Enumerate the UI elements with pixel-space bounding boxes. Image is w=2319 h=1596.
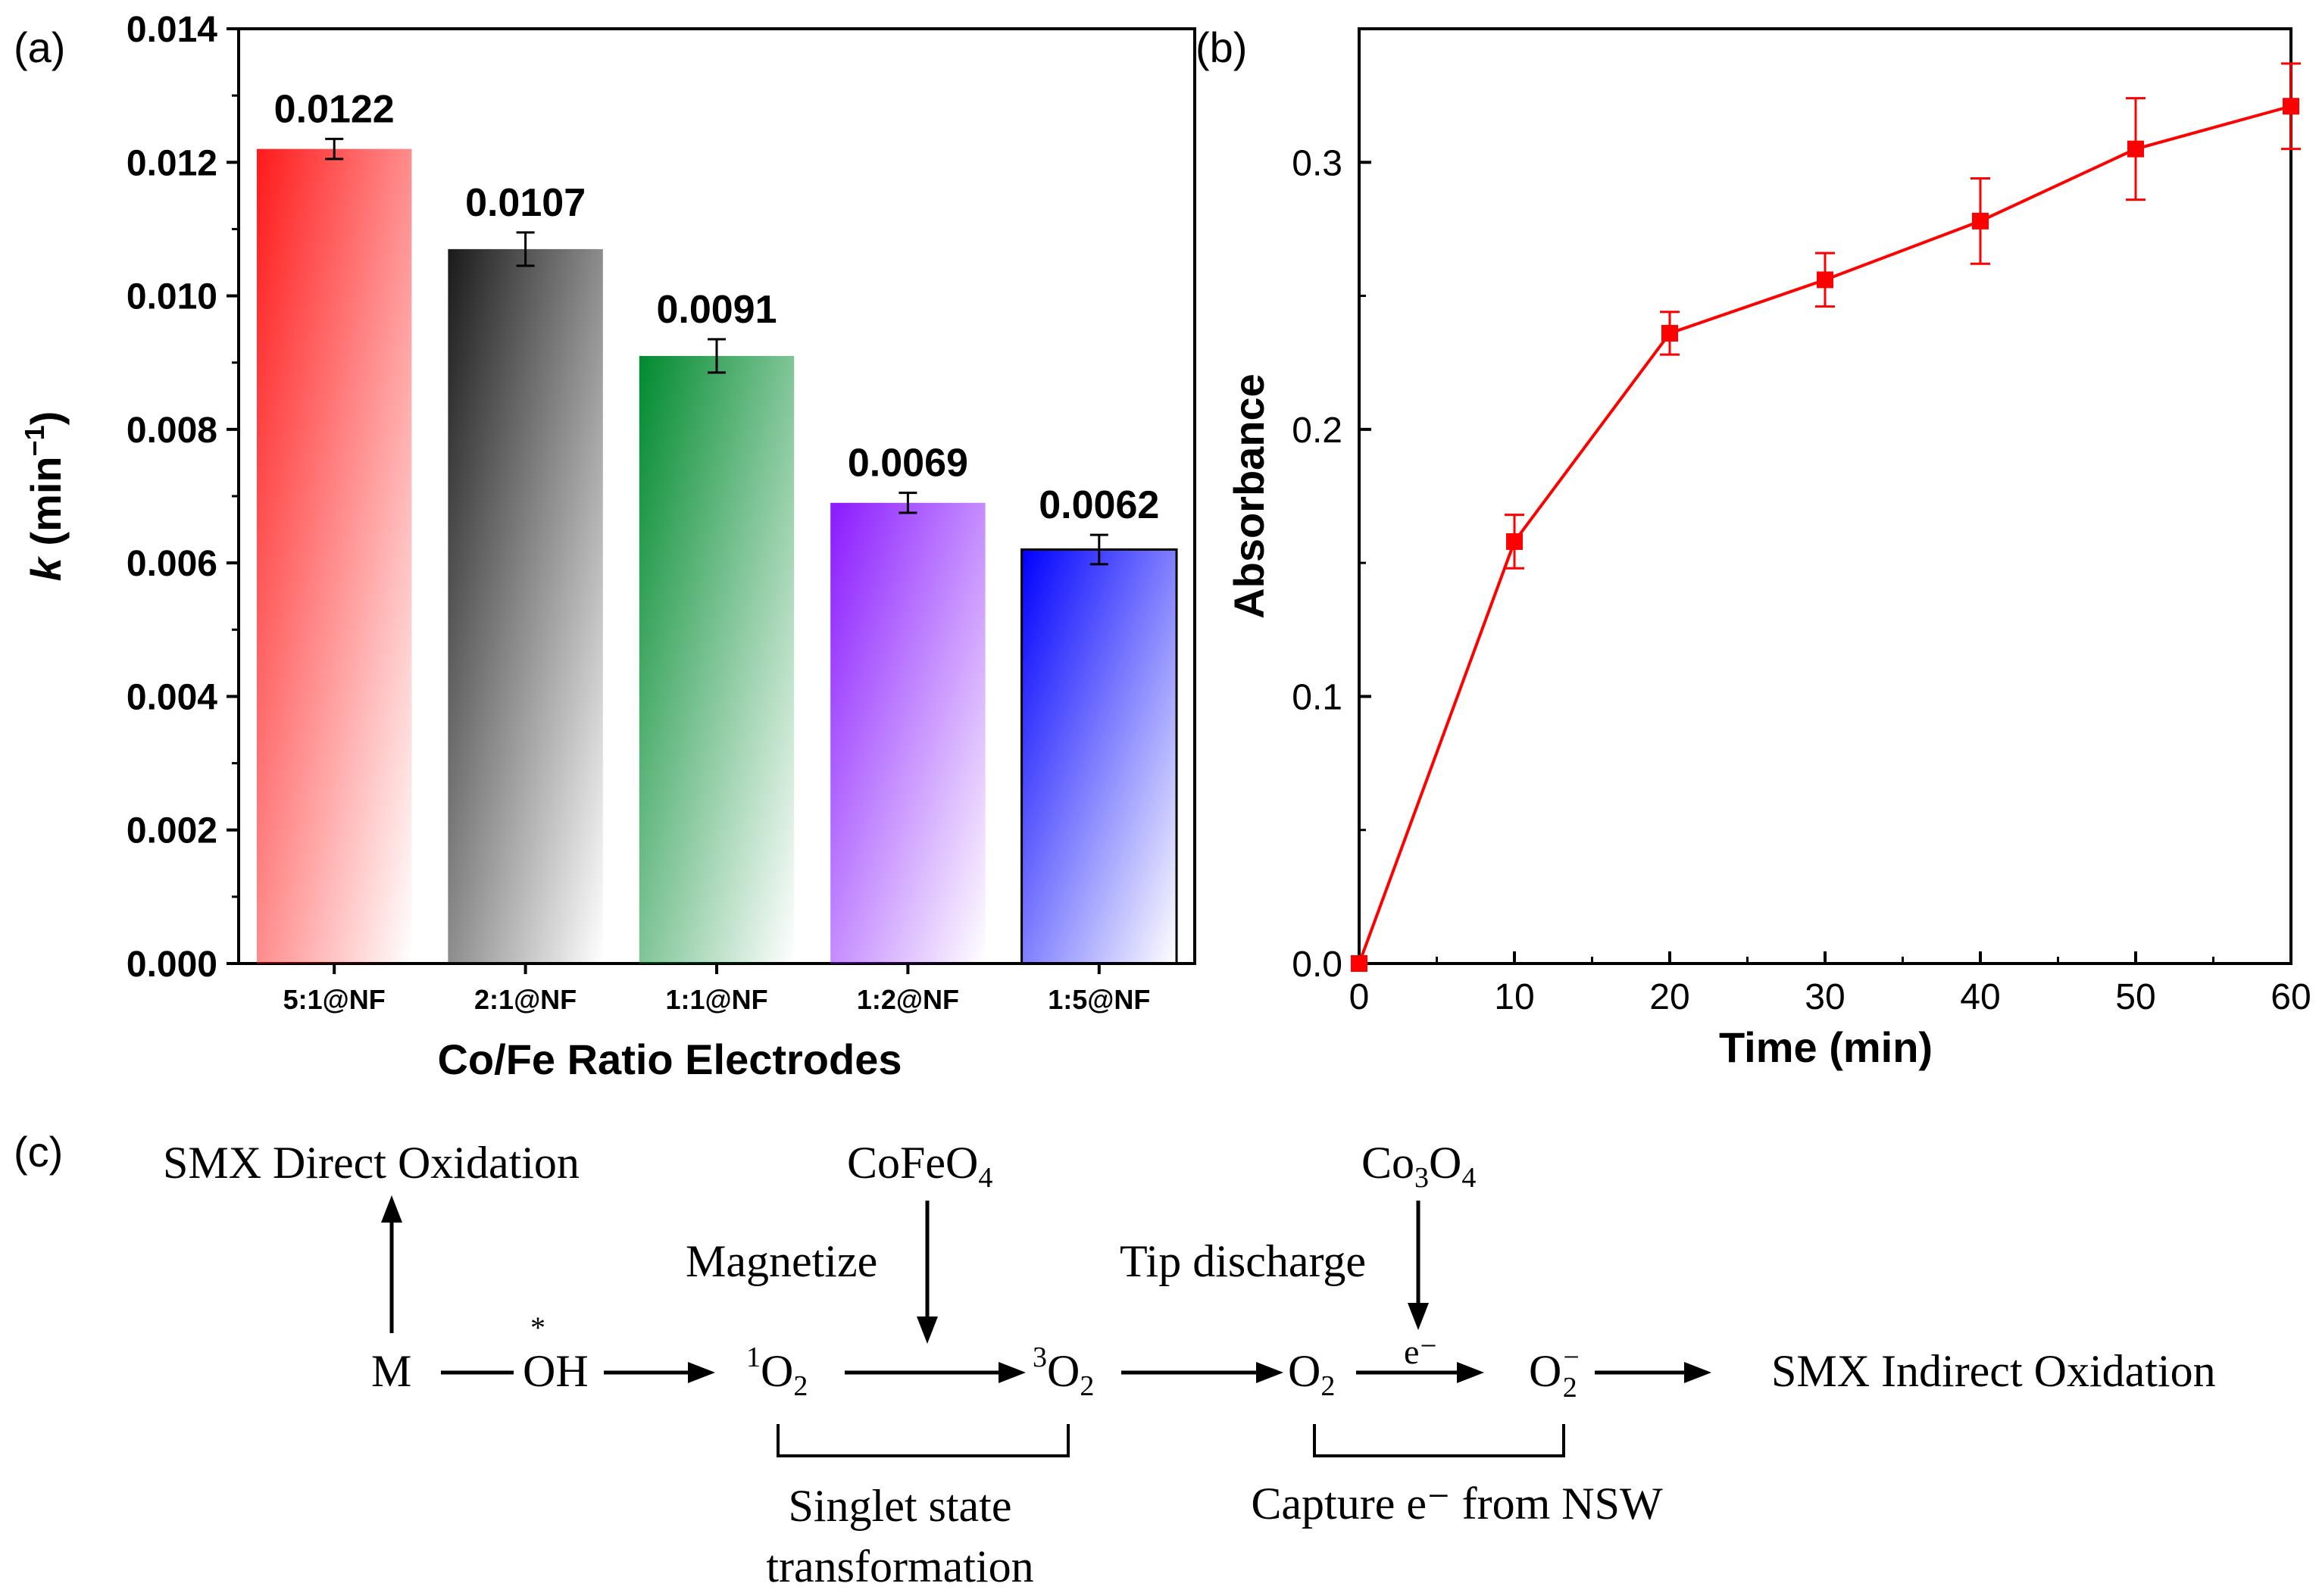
- y-tick-label: 0.2: [1292, 411, 1342, 451]
- y-tick-label: 0.000: [127, 945, 217, 985]
- line-plot-frame: [1358, 27, 2292, 965]
- category-label: 1:5@NF: [1048, 984, 1150, 1015]
- oh-radical-star: *: [530, 1310, 545, 1345]
- species-oh: OH: [523, 1346, 589, 1396]
- data-point-marker: [2283, 98, 2299, 115]
- error-bar: [899, 492, 917, 514]
- data-point-marker: [1506, 533, 1523, 550]
- singlet-state-label-line2: transformation: [766, 1541, 1033, 1591]
- y-tick-label: 0.004: [127, 677, 217, 717]
- bar-value-label: 0.0091: [656, 288, 777, 332]
- species-triplet-o2: 3O2: [1033, 1341, 1094, 1402]
- data-point-marker: [1817, 271, 1833, 289]
- bracket-capture: [1313, 1424, 1565, 1457]
- y-tick-label: 0.0: [1292, 945, 1342, 985]
- y-tick-label: 0.1: [1292, 677, 1342, 717]
- x-tick-label: 40: [1960, 977, 2000, 1017]
- mechanism-scheme: (c) SMX Direct Oxidation M * OH 1O2 CoFe…: [14, 1128, 2216, 1591]
- arrowhead: [1684, 1362, 1711, 1383]
- arrowhead: [688, 1362, 715, 1383]
- error-bar: [1089, 533, 1108, 566]
- electron-label: e⁻: [1404, 1332, 1438, 1371]
- x-tick-label: 30: [1805, 977, 1845, 1017]
- y-tick-label: 0.006: [127, 544, 217, 584]
- line-x-axis-title: Time (min): [1719, 1023, 1933, 1071]
- smx-indirect-oxidation-label: SMX Indirect Oxidation: [1771, 1346, 2216, 1396]
- error-bar: [325, 137, 344, 161]
- y-tick-label: 0.012: [127, 143, 217, 183]
- bar-1:1@NF: [639, 355, 795, 964]
- bar-series: 0.0122 0.0107 0.0091 0.0069 0.0062: [256, 87, 1178, 965]
- bar-1:5@NF: [1020, 548, 1178, 965]
- panel-label-a: (a): [14, 23, 65, 71]
- bracket-singlet: [777, 1424, 1070, 1457]
- data-point-marker: [1351, 955, 1367, 972]
- bar-y-axis-title: k (min−1): [19, 411, 70, 582]
- smx-direct-oxidation-label: SMX Direct Oxidation: [163, 1138, 580, 1188]
- line-axes: 0 10 20 30 40 50 60 0.0 0.1 0.2 0.3: [1292, 27, 2311, 1017]
- x-tick-label: 50: [2115, 977, 2155, 1017]
- x-tick-label: 10: [1494, 977, 1534, 1017]
- bar-2:1@NF: [448, 248, 603, 964]
- line-y-axis-title: Absorbance: [1225, 373, 1273, 619]
- y-tick-label: 0.014: [127, 10, 217, 50]
- x-tick-label: 0: [1349, 977, 1370, 1017]
- magnetize-label: Magnetize: [686, 1236, 877, 1286]
- data-point-marker: [2127, 140, 2144, 158]
- category-label: 1:1@NF: [665, 984, 767, 1015]
- error-bar: [708, 338, 726, 374]
- y-tick-label: 0.008: [127, 411, 217, 451]
- y-axis-variable: k: [22, 555, 70, 581]
- arrowhead-up: [381, 1195, 402, 1223]
- species-singlet-o2: 1O2: [746, 1341, 808, 1402]
- bar-value-label: 0.0069: [848, 442, 968, 486]
- x-tick-label: 60: [2271, 977, 2311, 1017]
- species-superoxide: O− 2: [1529, 1341, 1580, 1404]
- absorbance-line: [1358, 105, 2292, 964]
- line-series: [1351, 62, 2301, 972]
- y-tick-label: 0.002: [127, 811, 217, 851]
- arrowhead: [1457, 1362, 1484, 1383]
- bar-chart-panel: (a) 0.0122 0.0107 0.0091 0.0069 0.0062 0.000…: [14, 10, 1196, 1083]
- arrowhead: [999, 1362, 1026, 1383]
- arrowhead-down: [1408, 1303, 1429, 1330]
- bar-x-axis-title: Co/Fe Ratio Electrodes: [437, 1035, 902, 1083]
- species-m: M: [371, 1346, 411, 1396]
- species-o2: O2: [1288, 1346, 1335, 1402]
- tip-discharge-label: Tip discharge: [1120, 1236, 1366, 1286]
- bar-y-axis: 0.000 0.002 0.004 0.006 0.008 0.010 0.012 0.014: [127, 10, 239, 985]
- catalyst-co3o4: Co3O4: [1361, 1138, 1476, 1194]
- bar-x-axis: 5:1@NF 2:1@NF 1:1@NF 1:2@NF 1:5@NF: [283, 964, 1150, 1015]
- singlet-state-label-line1: Singlet state: [789, 1481, 1012, 1531]
- catalyst-cofeo4: CoFeO4: [847, 1138, 992, 1194]
- bar-1:2@NF: [830, 502, 986, 964]
- arrowhead-down: [917, 1316, 938, 1344]
- y-tick-label: 0.010: [127, 277, 217, 317]
- data-point-marker: [1972, 212, 1989, 230]
- bar-5:1@NF: [256, 148, 412, 964]
- bar-value-label: 0.0062: [1039, 483, 1159, 527]
- panel-label-c: (c): [14, 1128, 63, 1176]
- bar-value-label: 0.0122: [274, 87, 395, 131]
- x-tick-label: 20: [1649, 977, 1689, 1017]
- y-axis-unit-prefix: (min: [22, 456, 70, 558]
- y-axis-unit-suffix: ): [22, 411, 70, 426]
- bar-value-label: 0.0107: [465, 181, 586, 225]
- line-chart-panel: (b) 0 10 20 30 40 50 60 0.0 0.1 0.2 0.3 Time (min)…: [1195, 23, 2311, 1071]
- category-label: 5:1@NF: [283, 984, 386, 1015]
- panel-label-b: (b): [1195, 23, 1247, 71]
- error-bar: [516, 231, 535, 267]
- category-label: 2:1@NF: [474, 984, 577, 1015]
- category-label: 1:2@NF: [857, 984, 959, 1015]
- data-point-marker: [1661, 324, 1678, 342]
- arrowhead: [1256, 1362, 1283, 1383]
- y-tick-label: 0.3: [1292, 143, 1342, 183]
- capture-electron-label: Capture e⁻ from NSW: [1251, 1479, 1663, 1529]
- y-axis-unit-exponent: −1: [19, 425, 50, 456]
